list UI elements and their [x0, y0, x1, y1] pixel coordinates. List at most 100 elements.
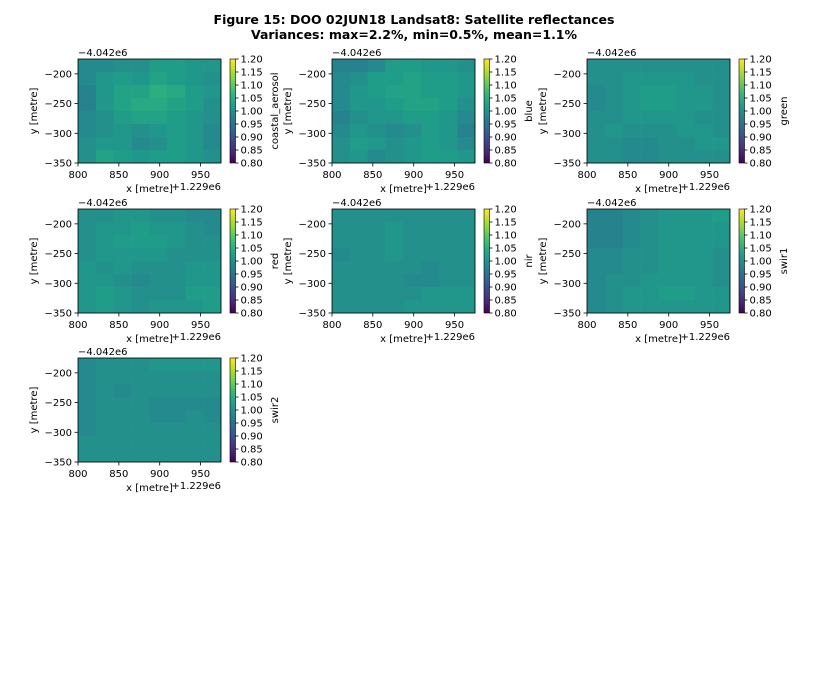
heatmap-cell	[694, 137, 713, 151]
heatmap-cell	[712, 248, 731, 262]
y-offset-label: −4.042e6	[78, 198, 128, 209]
heatmap-cell	[403, 98, 422, 112]
y-tick-label: −200	[45, 69, 72, 80]
x-offset-label: +1.229e6	[425, 332, 475, 343]
colorbar-tick-label: 1.00	[241, 406, 263, 417]
heatmap-cell	[439, 274, 458, 288]
plot-frame	[77, 208, 222, 314]
heatmap-cell	[385, 137, 404, 151]
colorbar	[738, 208, 745, 314]
heatmap-cell	[712, 261, 731, 275]
colorbar-tick-label: 1.10	[495, 81, 517, 92]
heatmap-cell	[113, 209, 132, 223]
heatmap-cell	[332, 111, 351, 125]
heatmap-cell	[367, 150, 386, 164]
heatmap-cell	[131, 300, 150, 314]
heatmap-cell	[185, 358, 204, 372]
heatmap-cell	[131, 410, 150, 424]
colorbar-label: red	[270, 253, 281, 269]
heatmap-cell	[131, 287, 150, 301]
heatmap-cell	[332, 235, 351, 249]
heatmap-cell	[149, 150, 168, 164]
heatmap-cell	[385, 235, 404, 249]
heatmap-cell	[658, 150, 677, 164]
heatmap-cell	[78, 137, 97, 151]
heatmap-cell	[185, 449, 204, 463]
colorbar-tick-label: 0.95	[241, 270, 263, 281]
heatmap-cell	[185, 222, 204, 236]
heatmap-cell	[622, 209, 641, 223]
y-tick-label: −250	[554, 99, 581, 110]
heatmap-cell	[622, 72, 641, 86]
heatmap-cell	[332, 124, 351, 138]
y-offset-label: −4.042e6	[587, 198, 637, 209]
colorbar-label: swir2	[270, 397, 281, 424]
heatmap-cell	[203, 59, 222, 73]
heatmap-cell	[640, 300, 659, 314]
x-offset-label: +1.229e6	[680, 182, 730, 193]
x-tick-label: 900	[150, 320, 169, 331]
heatmap-cell	[78, 287, 97, 301]
heatmap-cell	[113, 98, 132, 112]
colorbar-label: nir	[524, 254, 535, 268]
colorbar-tick-label: 1.05	[241, 94, 263, 105]
heatmap-cell	[421, 85, 440, 99]
heatmap-cell	[349, 59, 369, 73]
heatmap-cell	[78, 274, 97, 288]
heatmap-cell	[203, 449, 222, 463]
y-tick-label: −200	[299, 69, 326, 80]
subplot-swir1: 800 850 900 950 −200 −250 −300 −350 x [metre]+1.…	[538, 198, 790, 345]
heatmap-cell	[385, 248, 404, 262]
heatmap-cell	[203, 300, 222, 314]
heatmap-cell	[421, 72, 440, 86]
heatmap-cell	[95, 248, 115, 262]
colorbar-tick-label: 1.05	[495, 244, 517, 255]
y-tick-label: −200	[45, 219, 72, 230]
heatmap-cell	[95, 235, 115, 249]
heatmap-cell	[131, 111, 150, 125]
heatmap-cell	[439, 209, 458, 223]
heatmap-cell	[349, 98, 369, 112]
colorbar-tick-label: 1.00	[495, 257, 517, 268]
heatmap-cell	[587, 111, 606, 125]
heatmap-cell	[167, 261, 186, 275]
y-offset-label: −4.042e6	[78, 48, 128, 59]
x-tick-label: 850	[363, 320, 382, 331]
heatmap-cell	[332, 222, 351, 236]
heatmap-cell	[385, 287, 404, 301]
heatmap-cell	[78, 300, 97, 314]
y-tick-label: −200	[299, 219, 326, 230]
heatmap-cell	[113, 384, 132, 398]
heatmap-cell	[149, 300, 168, 314]
heatmap-cell	[385, 300, 404, 314]
heatmap-cell	[622, 124, 641, 138]
subplot-green: 800 850 900 950 −200 −250 −300 −350 x [metre]+1.…	[538, 48, 790, 195]
heatmap-cell	[167, 371, 186, 385]
heatmap-cell	[185, 261, 204, 275]
heatmap-cell	[349, 235, 369, 249]
heatmap-cell	[349, 300, 369, 314]
y-tick-label: −350	[45, 309, 72, 320]
heatmap-cell	[403, 222, 422, 236]
heatmap-cell	[640, 209, 659, 223]
heatmap-cell	[457, 300, 476, 314]
heatmap-cell	[203, 358, 222, 372]
heatmap-cell	[131, 449, 150, 463]
heatmap-cell	[113, 248, 132, 262]
colorbar	[229, 208, 236, 314]
heatmap-cell	[332, 59, 351, 73]
heatmap-cell	[78, 261, 97, 275]
heatmap-cell	[131, 98, 150, 112]
y-tick-label: −300	[45, 428, 72, 439]
heatmap-cell	[439, 222, 458, 236]
heatmap-cell	[676, 209, 695, 223]
heatmap-cell	[640, 150, 659, 164]
heatmap-cell	[332, 261, 351, 275]
heatmap-cell	[185, 371, 204, 385]
colorbar-tick-label: 0.95	[241, 419, 263, 430]
heatmap-cell	[587, 98, 606, 112]
y-tick-label: −350	[45, 458, 72, 469]
heatmap-cell	[203, 137, 222, 151]
heatmap-cell	[185, 137, 204, 151]
heatmap-cell	[78, 235, 97, 249]
